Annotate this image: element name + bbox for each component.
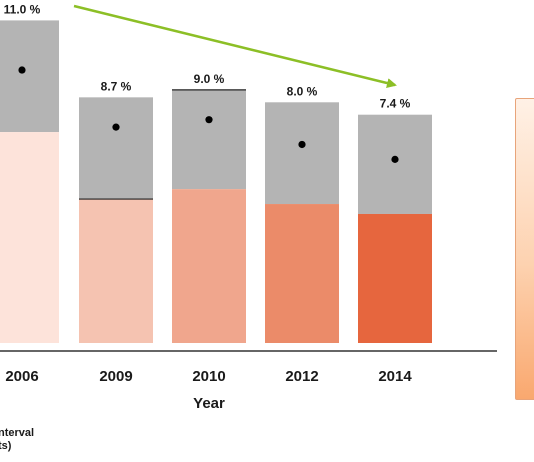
x-tick-label-2010: 2010 xyxy=(192,368,225,385)
bar-2014 xyxy=(358,213,432,343)
x-tick-label-2006: 2006 xyxy=(5,368,38,385)
ci-box-2010 xyxy=(172,89,246,190)
bar-2006 xyxy=(0,132,59,343)
legend-color-panel xyxy=(515,98,534,400)
ci-box-2012 xyxy=(265,102,339,205)
point-estimate-2009 xyxy=(112,123,120,131)
x-tick-labels: 2006 2009 2010 2012 2014 xyxy=(5,368,412,385)
bars-layer xyxy=(0,132,432,343)
ci-box-2009 xyxy=(79,97,153,200)
data-label-2006: 11.0 % xyxy=(4,2,41,16)
data-label-2009: 8.7 % xyxy=(101,79,132,93)
data-label-2012: 8.0 % xyxy=(287,84,318,98)
point-estimate-2006 xyxy=(18,66,26,74)
data-label-2014: 7.4 % xyxy=(380,97,411,111)
bar-2012 xyxy=(265,204,339,343)
bar-2010 xyxy=(172,189,246,343)
data-label-2010: 9.0 % xyxy=(194,72,225,86)
ci-box-2014 xyxy=(358,114,432,214)
legend-text-line-1: nterval xyxy=(0,427,35,439)
x-tick-label-2012: 2012 xyxy=(285,368,318,385)
point-estimate-2014 xyxy=(391,155,399,163)
x-axis-title: Year xyxy=(193,395,225,412)
point-estimate-2010 xyxy=(205,116,213,124)
ci-lower-lines-layer xyxy=(79,89,246,200)
point-estimate-layer xyxy=(18,66,399,163)
bar-2009 xyxy=(79,199,153,343)
trend-arrow xyxy=(73,4,397,88)
data-labels: 11.0 % 8.7 % 9.0 % 8.0 % 7.4 % xyxy=(4,2,411,110)
x-tick-label-2009: 2009 xyxy=(99,368,132,385)
point-estimate-2012 xyxy=(298,140,306,149)
ci-box-2006 xyxy=(0,20,59,133)
confidence-interval-layer xyxy=(0,20,432,214)
legend-text-line-2: ts) xyxy=(0,440,12,452)
x-tick-label-2014: 2014 xyxy=(378,368,412,385)
